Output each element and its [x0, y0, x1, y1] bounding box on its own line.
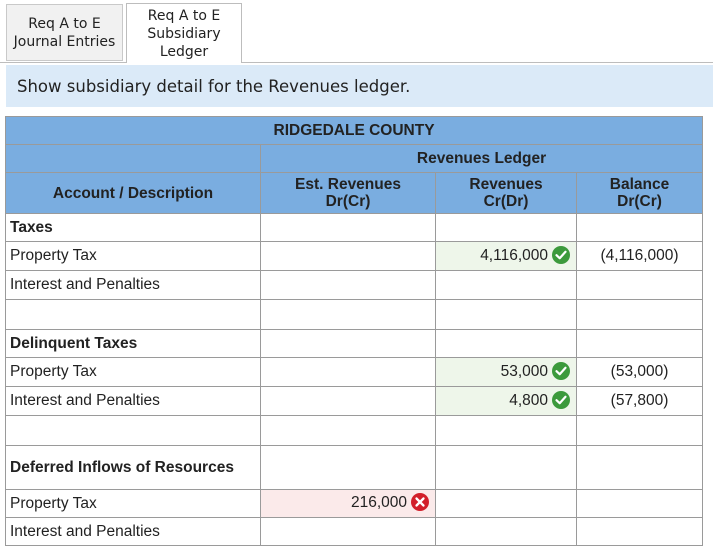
- active-tab-gap: [127, 62, 241, 63]
- tab-bar-divider: [0, 62, 713, 63]
- balance-cell: [575, 270, 704, 300]
- revenues-ledger-table: RIDGEDALE COUNTY Revenues Ledger Account…: [4, 116, 704, 546]
- account-label: Interest and Penalties: [5, 517, 261, 546]
- est-revenues-cell[interactable]: [260, 299, 436, 330]
- balance-cell: [575, 329, 704, 358]
- balance-cell: (57,800): [575, 386, 704, 416]
- est-revenues-value: 216,000: [350, 494, 407, 512]
- est-revenues-cell[interactable]: [260, 213, 436, 242]
- revenues-cell[interactable]: [435, 415, 577, 446]
- tab-label-line1: Req A to E: [147, 7, 221, 24]
- account-label: Property Tax: [5, 357, 261, 387]
- revenues-cell[interactable]: [435, 270, 577, 300]
- tab-label-line2: Subsidiary: [147, 25, 221, 42]
- col-header-account: Account / Description: [5, 172, 261, 214]
- est-revenues-cell[interactable]: [260, 270, 436, 300]
- account-label: Property Tax: [5, 241, 261, 271]
- est-revenues-cell[interactable]: [260, 241, 436, 271]
- revenues-cell[interactable]: [435, 213, 577, 242]
- ledger-title: RIDGEDALE COUNTY: [4, 116, 704, 145]
- col-header-est-revenues: Est. Revenues Dr(Cr): [260, 172, 436, 214]
- revenues-cell[interactable]: [435, 329, 577, 358]
- check-circle-icon: [552, 361, 570, 380]
- col-header-balance: Balance Dr(Cr): [575, 172, 704, 214]
- revenues-cell[interactable]: [435, 517, 577, 546]
- est-revenues-cell[interactable]: [260, 445, 436, 490]
- tab-label-line2: Journal Entries: [13, 33, 116, 50]
- revenues-value: 53,000: [500, 363, 548, 381]
- table-row: Property Tax 4,116,000 (4,116,000): [5, 241, 704, 271]
- balance-cell: [575, 415, 704, 446]
- account-label: [5, 415, 261, 446]
- est-revenues-cell[interactable]: [260, 415, 436, 446]
- table-row: [5, 299, 704, 330]
- table-row: Interest and Penalties 4,800 (57,800): [5, 386, 704, 416]
- table-row: Delinquent Taxes: [5, 329, 704, 358]
- table-row: Interest and Penalties: [5, 270, 704, 300]
- tab-label-line3: Ledger: [159, 43, 209, 60]
- table-row: Taxes: [5, 213, 704, 242]
- balance-cell: [575, 445, 704, 490]
- check-circle-icon: [552, 390, 570, 409]
- account-label: Interest and Penalties: [5, 386, 261, 416]
- tab-subsidiary-ledger[interactable]: Req A to E Subsidiary Ledger: [126, 3, 242, 63]
- ledger-subtitle-row: Revenues Ledger: [5, 144, 704, 173]
- account-heading: Deferred Inflows of Resources: [5, 445, 261, 490]
- ledger-subtitle: Revenues Ledger: [259, 144, 704, 173]
- revenues-cell[interactable]: 4,800: [435, 386, 577, 416]
- est-revenues-cell[interactable]: 216,000: [260, 489, 436, 518]
- balance-cell: [575, 489, 704, 518]
- revenues-cell[interactable]: [435, 445, 577, 490]
- balance-cell: (4,116,000): [575, 241, 704, 271]
- revenues-cell[interactable]: 4,116,000: [435, 241, 577, 271]
- col-header-bal-line2: Dr(Cr): [617, 193, 662, 210]
- balance-cell: [575, 517, 704, 546]
- est-revenues-cell[interactable]: [260, 357, 436, 387]
- account-heading: Delinquent Taxes: [5, 329, 261, 358]
- est-revenues-cell[interactable]: [260, 329, 436, 358]
- tab-journal-entries[interactable]: Req A to E Journal Entries: [6, 4, 123, 61]
- revenues-value: 4,800: [509, 392, 548, 410]
- table-row: [5, 415, 704, 446]
- table-row: Interest and Penalties: [5, 517, 704, 546]
- table-row: Deferred Inflows of Resources: [5, 445, 704, 490]
- balance-cell: (53,000): [575, 357, 704, 387]
- table-row: Property Tax 216,000: [5, 489, 704, 518]
- col-header-est-line2: Dr(Cr): [325, 193, 371, 210]
- ledger-title-row: RIDGEDALE COUNTY: [4, 116, 704, 145]
- account-heading: Taxes: [5, 213, 261, 242]
- account-label: Property Tax: [5, 489, 261, 518]
- instruction-text: Show subsidiary detail for the Revenues …: [17, 76, 411, 96]
- col-header-est-line1: Est. Revenues: [295, 176, 401, 193]
- col-header-revenues: Revenues Cr(Dr): [435, 172, 577, 214]
- revenues-cell[interactable]: [435, 489, 577, 518]
- header-blank: [5, 144, 261, 173]
- col-header-bal-line1: Balance: [609, 176, 670, 193]
- est-revenues-cell[interactable]: [260, 517, 436, 546]
- account-label: Interest and Penalties: [5, 270, 261, 300]
- column-header-row: Account / Description Est. Revenues Dr(C…: [5, 172, 704, 214]
- revenues-cell[interactable]: 53,000: [435, 357, 577, 387]
- instruction-banner: Show subsidiary detail for the Revenues …: [6, 65, 713, 107]
- table-row: Property Tax 53,000 (53,000): [5, 357, 704, 387]
- col-header-rev-line1: Revenues: [469, 176, 543, 193]
- est-revenues-cell[interactable]: [260, 386, 436, 416]
- balance-cell: [575, 213, 704, 242]
- balance-cell: [575, 299, 704, 330]
- tab-label-line1: Req A to E: [28, 15, 101, 32]
- col-header-rev-line2: Cr(Dr): [483, 193, 529, 210]
- account-label: [5, 299, 261, 330]
- check-circle-icon: [552, 245, 570, 264]
- x-circle-icon: [411, 493, 429, 512]
- revenues-cell[interactable]: [435, 299, 577, 330]
- revenues-value: 4,116,000: [480, 247, 548, 265]
